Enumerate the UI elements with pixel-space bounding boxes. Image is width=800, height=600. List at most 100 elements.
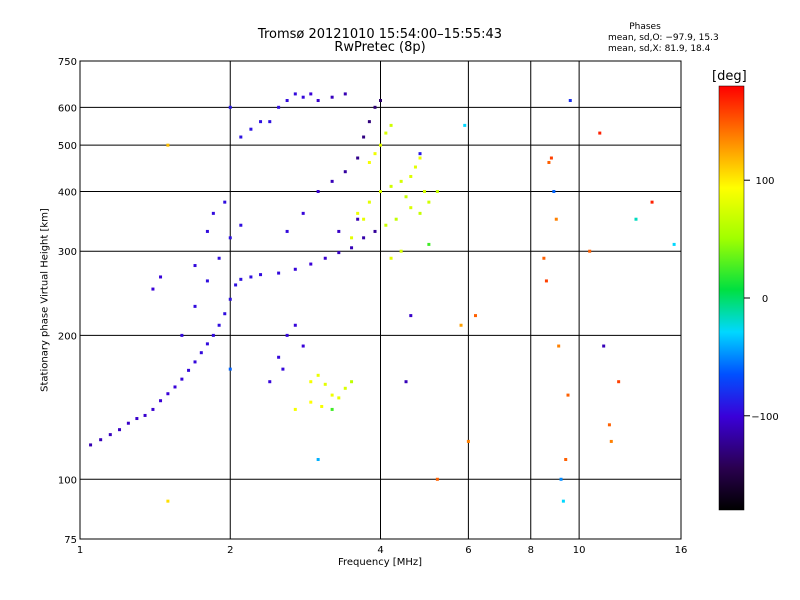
data-point [409,174,413,178]
data-point [159,275,163,279]
data-point [193,264,197,268]
data-point [293,323,297,327]
colorbar-label: [deg] [712,69,747,84]
data-point [159,399,163,403]
x-tick-label: 10 [573,545,586,556]
data-point [180,333,184,337]
data-point [199,351,203,355]
y-tick-label: 100 [58,475,77,486]
data-point [281,367,285,371]
data-point [180,377,184,381]
data-point [561,499,565,503]
data-point [259,273,263,277]
data-point [309,262,313,266]
data-point [356,211,360,215]
data-point [316,373,320,377]
phases-title: Phases [629,22,661,32]
data-point [552,189,556,193]
data-point [309,92,313,96]
x-axis-ticks: 1 2 4 6 8 10 16 [77,545,688,556]
data-point [549,156,553,160]
x-tick-label: 8 [528,545,534,556]
y-tick-label: 750 [58,57,77,68]
data-point [173,385,177,389]
data-point [293,92,297,96]
colorbar-tick-label: 100 [755,176,774,187]
data-point [249,275,253,279]
data-point [293,267,297,271]
data-point [650,200,654,204]
data-point [337,229,341,233]
data-point [566,393,570,397]
data-point [309,380,313,384]
colorbar-tick-label: 0 [762,294,768,305]
data-point [418,211,422,215]
data-point [350,380,354,384]
data-point [547,160,551,164]
data-point [316,189,320,193]
phases-x-stats: mean, sd,X: 81.9, 18.4 [608,44,711,54]
data-point [239,135,243,139]
data-point [301,95,305,99]
plot-frame [79,60,682,540]
data-point [463,123,467,127]
data-point [337,251,341,255]
y-tick-label: 600 [58,103,77,114]
data-point [343,92,347,96]
data-point [588,249,592,253]
data-point [367,120,371,124]
data-point [330,393,334,397]
data-point [187,368,191,372]
data-point [301,211,305,215]
data-point [404,380,408,384]
data-point [399,179,403,183]
data-point [379,189,382,193]
data-points [89,92,676,503]
data-point [166,499,170,503]
data-point [151,287,155,291]
data-point [126,421,130,425]
data-point [277,105,281,109]
data-point [389,256,393,260]
data-point [99,438,103,442]
data-point [205,342,209,346]
data-point [598,131,602,135]
data-point [343,386,347,390]
data-point [285,333,289,337]
chart-title: Tromsø 20121010 15:54:00–15:55:43 [257,27,503,42]
data-point [362,217,366,221]
data-point [343,170,347,174]
data-point [108,433,112,437]
data-point [418,152,422,156]
data-point [228,236,232,240]
data-point [350,236,354,240]
data-point [559,477,563,481]
data-point [373,105,377,109]
data-point [205,279,209,283]
colorbar [719,86,744,510]
y-tick-label: 75 [64,535,77,546]
data-point [143,413,147,417]
data-point [166,392,170,396]
data-point [384,223,388,227]
data-point [367,160,371,164]
data-point [277,271,281,275]
data-point [466,439,470,443]
data-point [193,360,197,364]
data-point [89,443,93,447]
y-tick-label: 300 [58,247,77,258]
data-point [228,367,232,371]
data-point [285,99,289,103]
data-point [602,344,606,348]
data-point [473,314,477,318]
data-point [268,120,272,124]
data-point [223,312,227,316]
data-point [435,189,439,193]
data-point [350,246,354,250]
data-point [404,195,408,199]
data-point [427,242,431,246]
data-point [277,355,281,359]
data-point [418,156,422,160]
data-point [356,217,360,221]
